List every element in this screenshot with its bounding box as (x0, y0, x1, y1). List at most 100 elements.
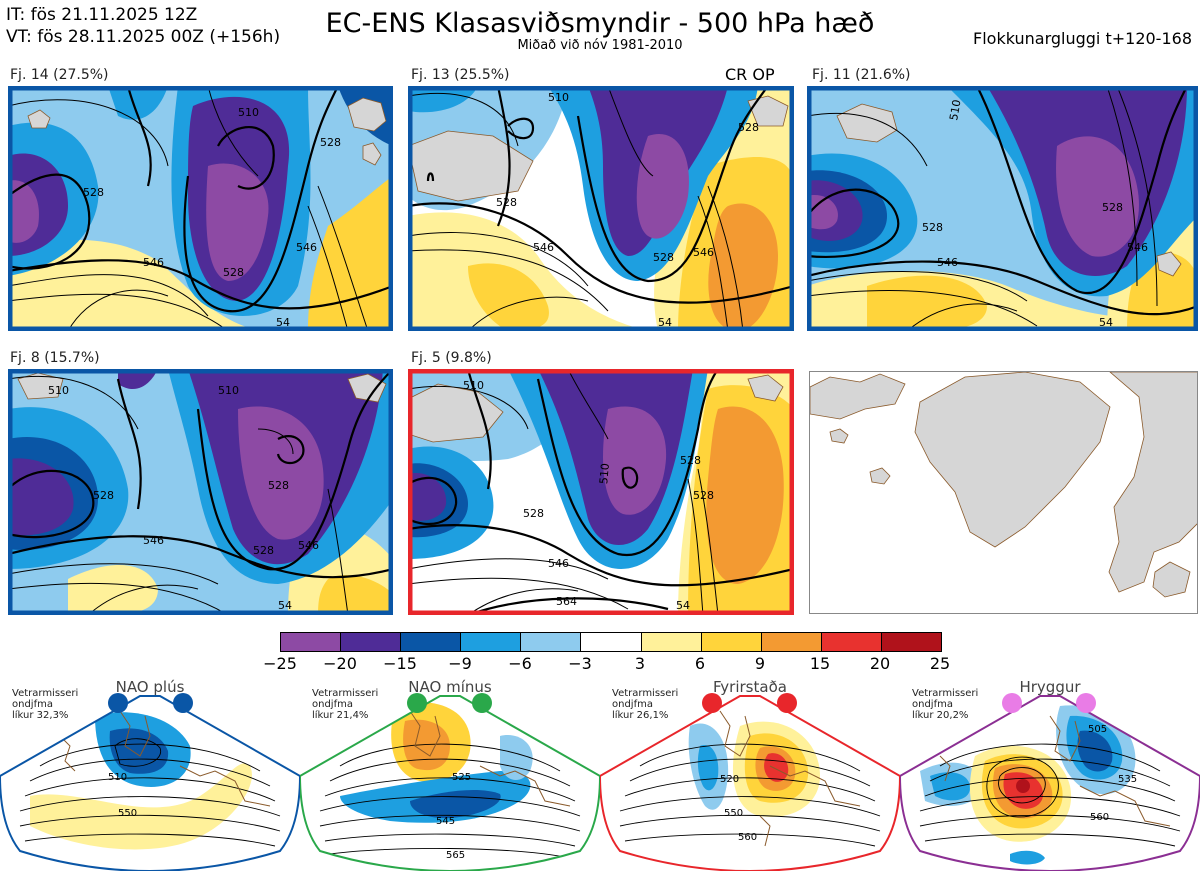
colorbar-cell (401, 633, 462, 651)
contour-label: 564 (556, 595, 577, 608)
colorbar-cell (581, 633, 642, 651)
colorbar-tick: 15 (809, 654, 831, 673)
colorbar-cell (521, 633, 582, 651)
panel-frame (8, 86, 393, 331)
regime-dot (108, 693, 128, 713)
contour-label: 510 (218, 384, 239, 397)
valid-time: VT: fös 28.11.2025 00Z (+156h) (6, 27, 281, 47)
contour-label: 510 (597, 463, 612, 485)
regime-name: Fyrirstaða (713, 678, 787, 696)
colorbar-tick: −6 (508, 654, 532, 673)
regime-contour-label: 510 (108, 772, 127, 783)
contour-label: 546 (937, 256, 958, 269)
contour-label: 546 (143, 534, 164, 547)
panel-frame (408, 86, 794, 331)
contour-label: 54 (676, 599, 690, 612)
panel-frame (807, 86, 1198, 331)
contour-label: 528 (496, 196, 517, 209)
contour-label: 546 (548, 557, 569, 570)
regime-stats: Vetrarmisseri ondjfma líkur 21,4% (312, 688, 379, 721)
panel-label-4: Fj. 8 (15.7%) (10, 350, 100, 366)
regime-dot (777, 693, 797, 713)
contour-label: 546 (298, 539, 319, 552)
colorbar-tick: 9 (754, 654, 766, 673)
colorbar-cell (461, 633, 522, 651)
colorbar-cell (281, 633, 342, 651)
contour-label: 528 (653, 251, 674, 264)
contour-label: 510 (947, 99, 963, 122)
regime-name: NAO mínus (408, 678, 492, 696)
cluster-panel-5[interactable]: 510 510 528 528 546 564 528 54 (408, 369, 794, 615)
cluster-panel-4[interactable]: 510 510 528 528 546 528 546 54 (8, 369, 393, 615)
colorbar-tick: 3 (634, 654, 646, 673)
reference-map (809, 371, 1198, 614)
colorbar-cell (821, 633, 882, 651)
contour-label: 510 (463, 379, 484, 392)
contour-label: 528 (680, 454, 701, 467)
cluster-panel-1[interactable]: 510 528 546 528 528 546 54 (8, 86, 393, 331)
contour-label: 546 (296, 241, 317, 254)
regime-contour-label: 520 (720, 774, 739, 785)
contour-label: 528 (693, 489, 714, 502)
colorbar-cell (881, 633, 942, 651)
panel-label-5: Fj. 5 (9.8%) (411, 350, 492, 366)
cluster-panel-2[interactable]: 510 528 546 528 546 528 54 (408, 86, 794, 331)
contour-label: 528 (83, 186, 104, 199)
regime-dot (1076, 693, 1096, 713)
classification-window: Flokkunargluggi t+120-168 (973, 29, 1192, 48)
contour-label: 546 (143, 256, 164, 269)
regime-stats: Vetrarmisseri ondjfma líkur 26,1% (612, 688, 679, 721)
regime-contour-label: 545 (436, 816, 455, 827)
regime-name: Hryggur (1019, 678, 1081, 696)
regime-contour-label: 560 (1090, 812, 1109, 823)
regime-dot (702, 693, 722, 713)
contour-label: 528 (93, 489, 114, 502)
colorbar-cell (341, 633, 402, 651)
regime-contour-label: 550 (118, 808, 137, 819)
contour-label: 528 (253, 544, 274, 557)
cluster-panel-3[interactable]: 510 528 546 528 546 54 (807, 86, 1198, 331)
regime-ridge: 505 535 560 Hryggur Vetrarmisseri ondjfm… (900, 676, 1200, 871)
regime-contour-label: 535 (1118, 774, 1137, 785)
regime-contour-label: 505 (1088, 724, 1107, 735)
header-info: IT: fös 21.11.2025 12Z VT: fös 28.11.202… (6, 4, 280, 48)
regime-contour-label: 560 (738, 832, 757, 843)
regime-stats: Vetrarmisseri ondjfma líkur 20,2% (912, 688, 979, 721)
contour-label: 528 (738, 121, 759, 134)
regime-dot (407, 693, 427, 713)
contour-label: 510 (548, 91, 569, 104)
panel-frame (8, 369, 393, 615)
cr-op-tag: CR OP (725, 65, 775, 84)
regime-nao-minus: 525 545 565 NAO mínus Vetrarmisseri ondj… (300, 676, 600, 871)
contour-label: 528 (922, 221, 943, 234)
contour-label: 528 (320, 136, 341, 149)
regime-nao-plus: 510 550 NAO plús Vetrarmisseri ondjfma l… (0, 676, 300, 871)
page-title: EC-ENS Klasasviðsmyndir - 500 hPa hæð (325, 8, 875, 39)
panel-label-2: Fj. 13 (25.5%) (411, 67, 510, 83)
colorbar-tick: −3 (568, 654, 592, 673)
colorbar-tick: −25 (263, 654, 297, 673)
contour-label: 546 (1127, 241, 1148, 254)
contour-label: 528 (523, 507, 544, 520)
contour-label: 528 (1102, 201, 1123, 214)
regime-name: NAO plús (115, 678, 185, 696)
colorbar-tick: −9 (448, 654, 472, 673)
regime-contour-label: 525 (452, 772, 471, 783)
contour-label: 510 (48, 384, 69, 397)
panel-label-1: Fj. 14 (27.5%) (10, 67, 109, 83)
colorbar-cell (701, 633, 762, 651)
colorbar-tick: 6 (694, 654, 706, 673)
regime-contour-label: 550 (724, 808, 743, 819)
colorbar-ticks: −25 −20 −15 −9 −6 −3 3 6 9 15 20 25 (254, 654, 968, 674)
regime-stats: Vetrarmisseri ondjfma líkur 32,3% (12, 688, 79, 721)
contour-label: 54 (278, 599, 292, 612)
contour-label: 54 (658, 316, 672, 329)
regime-dot (173, 693, 193, 713)
regime-dot (472, 693, 492, 713)
panel-frame (408, 369, 794, 615)
colorbar-cell (761, 633, 822, 651)
page-subtitle: Miðað við nóv 1981-2010 (517, 38, 683, 53)
contour-label: 528 (223, 266, 244, 279)
colorbar-tick: 25 (929, 654, 951, 673)
panel-label-3: Fj. 11 (21.6%) (812, 67, 911, 83)
